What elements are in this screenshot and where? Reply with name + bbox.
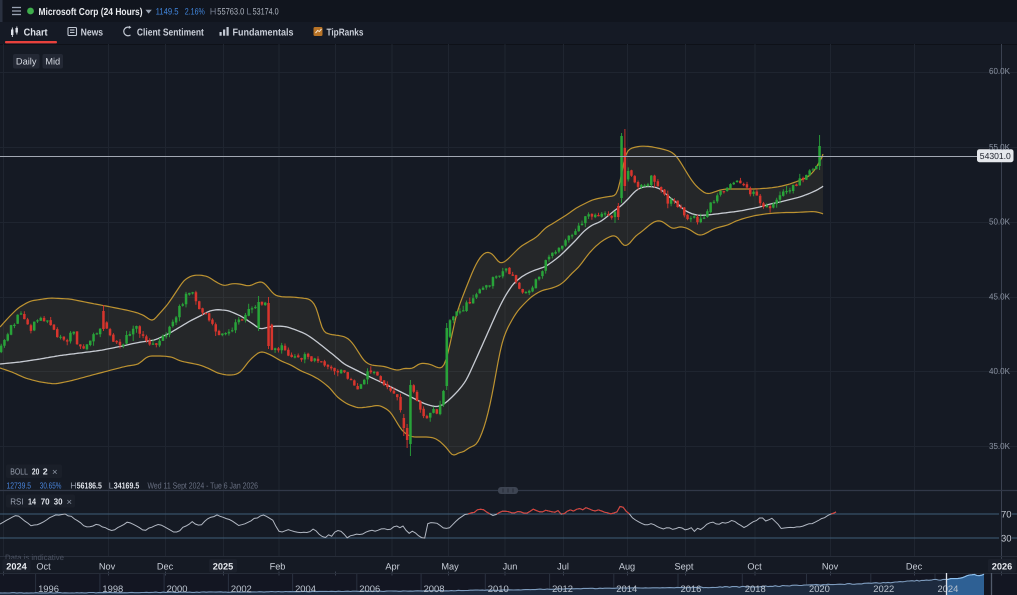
svg-text:55763.0: 55763.0 <box>217 7 244 17</box>
svg-text:60.0K: 60.0K <box>989 66 1010 76</box>
svg-text:2010: 2010 <box>488 583 509 594</box>
svg-text:2.16%: 2.16% <box>185 7 205 17</box>
svg-text:12739.5: 12739.5 <box>7 481 32 491</box>
svg-text:70: 70 <box>41 497 50 507</box>
svg-text:34169.5: 34169.5 <box>114 481 140 491</box>
svg-text:30: 30 <box>1001 534 1012 545</box>
svg-text:2008: 2008 <box>424 583 445 594</box>
svg-text:H: H <box>210 7 217 17</box>
svg-text:Chart: Chart <box>24 28 49 39</box>
svg-text:30.65%: 30.65% <box>40 481 62 491</box>
svg-text:45.0K: 45.0K <box>989 292 1010 302</box>
svg-text:Jun: Jun <box>503 562 518 572</box>
svg-text:BOLL: BOLL <box>10 467 28 477</box>
svg-text:TipRanks: TipRanks <box>327 28 364 39</box>
svg-text:Microsoft Corp (24 Hours): Microsoft Corp (24 Hours) <box>39 7 143 18</box>
svg-text:Wed 11 Sept 2024 - Tue 6 Jan 2: Wed 11 Sept 2024 - Tue 6 Jan 2026 <box>148 481 259 491</box>
svg-text:56186.5: 56186.5 <box>77 481 102 491</box>
svg-text:Client Sentiment: Client Sentiment <box>137 28 205 39</box>
svg-text:2026: 2026 <box>992 562 1012 572</box>
svg-text:54301.0: 54301.0 <box>980 151 1011 161</box>
svg-text:×: × <box>67 497 73 508</box>
svg-text:40.0K: 40.0K <box>989 366 1010 376</box>
svg-text:30: 30 <box>54 497 63 507</box>
svg-text:2016: 2016 <box>681 583 702 594</box>
svg-text:Sept: Sept <box>675 562 694 572</box>
svg-text:Nov: Nov <box>822 562 839 572</box>
svg-text:53174.0: 53174.0 <box>253 7 279 17</box>
svg-text:RSI: RSI <box>10 497 23 507</box>
svg-text:News: News <box>81 28 104 39</box>
svg-text:2024: 2024 <box>938 583 959 594</box>
svg-text:50.0K: 50.0K <box>989 217 1010 227</box>
svg-text:2018: 2018 <box>745 583 766 594</box>
svg-text:H: H <box>70 481 76 491</box>
svg-text:Feb: Feb <box>270 562 286 572</box>
svg-text:55.0K: 55.0K <box>989 142 1010 152</box>
svg-text:Oct: Oct <box>747 562 762 572</box>
svg-text:Apr: Apr <box>385 562 399 572</box>
svg-text:Jul: Jul <box>557 562 569 572</box>
svg-text:Oct: Oct <box>36 562 51 572</box>
svg-text:Data is indicative: Data is indicative <box>5 553 64 562</box>
svg-text:2004: 2004 <box>295 583 316 594</box>
svg-text:2002: 2002 <box>231 583 252 594</box>
svg-text:May: May <box>441 562 459 572</box>
svg-text:2: 2 <box>43 467 48 477</box>
svg-text:1996: 1996 <box>38 583 59 594</box>
svg-text:2000: 2000 <box>167 583 188 594</box>
svg-text:70: 70 <box>1001 510 1012 521</box>
svg-text:L: L <box>246 7 251 17</box>
svg-text:2025: 2025 <box>213 562 233 572</box>
svg-text:2012: 2012 <box>552 583 573 594</box>
svg-text:1998: 1998 <box>102 583 123 594</box>
svg-text:2014: 2014 <box>616 583 637 594</box>
svg-text:Dec: Dec <box>906 562 923 572</box>
svg-text:L: L <box>109 481 114 491</box>
svg-text:2024: 2024 <box>6 562 27 572</box>
svg-text:35.0K: 35.0K <box>989 441 1010 451</box>
svg-text:Fundamentals: Fundamentals <box>233 28 294 39</box>
svg-text:Aug: Aug <box>619 562 635 572</box>
svg-text:Daily: Daily <box>16 56 37 66</box>
svg-text:2006: 2006 <box>359 583 380 594</box>
svg-text:2020: 2020 <box>809 583 830 594</box>
svg-text:20: 20 <box>32 467 40 477</box>
svg-text:Mid: Mid <box>45 56 60 66</box>
svg-text:2022: 2022 <box>873 583 894 594</box>
svg-text:×: × <box>52 467 58 478</box>
svg-text:1149.5: 1149.5 <box>156 7 179 17</box>
svg-text:14: 14 <box>28 497 36 507</box>
svg-text:Nov: Nov <box>99 562 116 572</box>
svg-text:Dec: Dec <box>157 562 174 572</box>
